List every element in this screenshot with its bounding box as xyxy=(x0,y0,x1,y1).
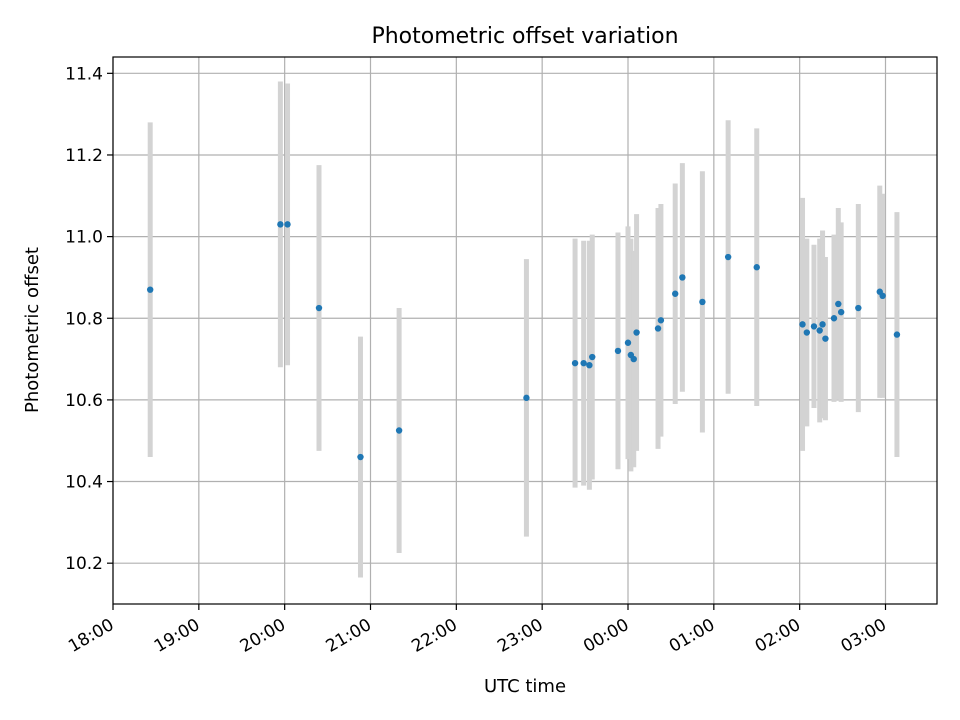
data-point xyxy=(571,359,579,367)
data-point xyxy=(624,339,632,346)
y-tick-label: 10.8 xyxy=(65,309,103,329)
y-tick-label: 11.4 xyxy=(65,64,103,84)
data-point xyxy=(822,335,829,342)
data-point xyxy=(810,323,818,330)
data-point xyxy=(830,315,838,322)
data-point xyxy=(816,327,823,334)
data-point xyxy=(146,286,154,293)
data-point xyxy=(633,329,640,336)
data-point xyxy=(630,355,637,363)
data-point xyxy=(699,298,706,306)
data-point xyxy=(586,361,593,369)
y-tick-label: 11.2 xyxy=(65,146,103,166)
data-point xyxy=(589,353,596,361)
data-point xyxy=(799,321,806,328)
y-tick-label: 10.2 xyxy=(65,554,103,574)
data-point xyxy=(893,331,901,338)
y-tick-label: 11.0 xyxy=(65,228,103,248)
data-point xyxy=(580,359,587,367)
data-point xyxy=(284,221,291,228)
data-point xyxy=(654,325,662,332)
data-point xyxy=(395,427,403,434)
data-point xyxy=(657,317,665,324)
plot-frame xyxy=(112,56,938,605)
data-point xyxy=(277,221,284,228)
chart-title: Photometric offset variation xyxy=(371,24,678,49)
y-tick-label: 10.6 xyxy=(65,391,103,411)
data-point xyxy=(879,292,886,300)
data-point xyxy=(614,347,622,355)
y-tick-label: 10.4 xyxy=(65,473,103,493)
data-point xyxy=(724,253,732,261)
y-axis-ticks: 10.2 10.4 10.6 10.8 11.0 11.2 11.4 xyxy=(65,64,113,574)
data-point xyxy=(672,290,679,297)
data-points xyxy=(146,221,901,461)
data-point xyxy=(835,300,842,308)
data-point xyxy=(819,321,826,328)
data-point xyxy=(753,264,760,271)
data-point xyxy=(855,304,862,312)
y-axis-label: Photometric offset xyxy=(22,247,43,413)
data-point xyxy=(523,394,530,402)
data-point xyxy=(803,329,811,336)
data-point xyxy=(837,308,845,316)
data-point xyxy=(315,304,323,312)
data-point xyxy=(679,274,686,281)
x-axis-label: UTC time xyxy=(484,676,566,697)
data-point xyxy=(357,453,364,461)
